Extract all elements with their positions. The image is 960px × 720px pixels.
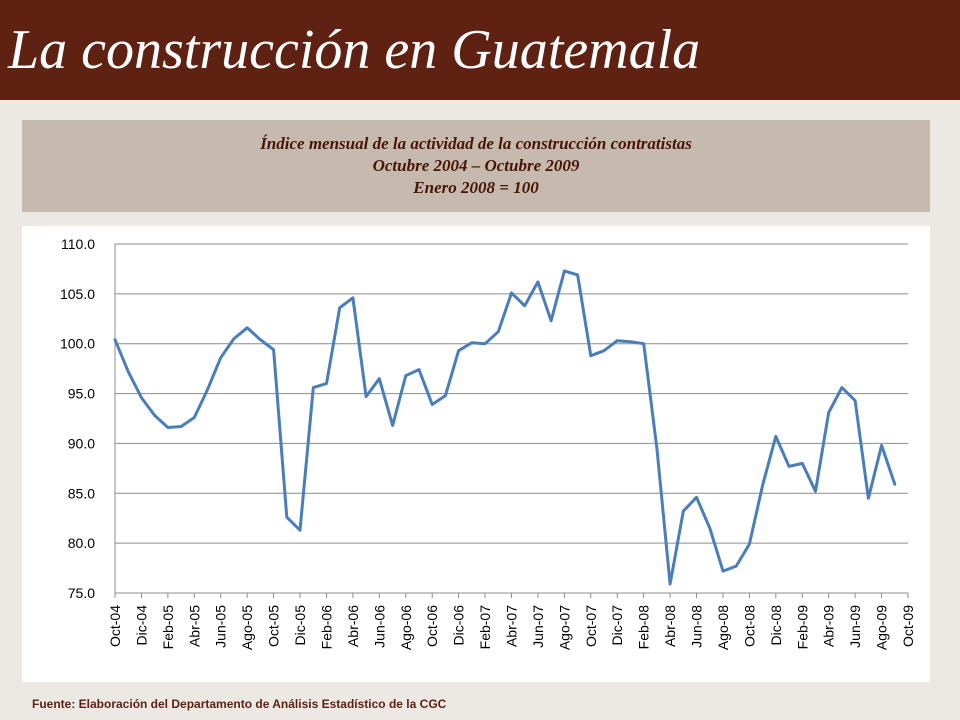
source-note: Fuente: Elaboración del Departamento de … xyxy=(32,697,447,711)
x-tick-label: Abr-09 xyxy=(821,605,837,647)
series-layer xyxy=(113,269,897,586)
x-axis-labels: Oct-04 Dic-04 Feb-05 Abr-05 Jun-05 Ago-05 Oct-… xyxy=(107,605,916,650)
chart-base: Enero 2008 = 100 xyxy=(413,178,539,197)
x-tick-label: Ago-09 xyxy=(874,605,890,650)
x-tick-label: Ago-06 xyxy=(398,605,414,650)
x-tick-label: Abr-08 xyxy=(662,605,678,647)
x-tick-label: Ago-08 xyxy=(715,605,731,650)
y-tick-label: 75.0 xyxy=(68,585,95,601)
x-tick-label: Feb-07 xyxy=(477,605,493,650)
y-tick-label: 85.0 xyxy=(68,485,95,501)
line-chart: 75.0 80.0 85.0 90.0 95.0 100.0 105.0 110.0 Oct-… xyxy=(60,236,916,650)
slide-title: La construcción en Guatemala xyxy=(8,19,701,81)
x-tick-label: Ago-05 xyxy=(239,605,255,650)
x-tick-label: Oct-04 xyxy=(107,605,123,647)
x-tick-label: Feb-08 xyxy=(636,605,652,650)
x-tick-label: Jun-09 xyxy=(847,605,863,648)
x-tick-label: Oct-09 xyxy=(900,605,916,647)
y-tick-label: 100.0 xyxy=(60,336,95,352)
x-tick-label: Jun-08 xyxy=(689,605,705,648)
x-tick-label: Oct-06 xyxy=(424,605,440,647)
x-tick-label: Jun-05 xyxy=(213,605,229,648)
x-tick-label: Feb-09 xyxy=(794,605,810,650)
y-tick-label: 110.0 xyxy=(61,236,95,252)
y-tick-label: 80.0 xyxy=(68,535,95,551)
y-tick-label: 105.0 xyxy=(60,286,95,302)
x-tick-label: Dic-08 xyxy=(768,605,784,646)
x-tick-label: Abr-06 xyxy=(345,605,361,647)
y-axis-labels: 75.0 80.0 85.0 90.0 95.0 100.0 105.0 110.0 xyxy=(60,236,95,601)
x-tick-label: Jun-06 xyxy=(371,605,387,648)
x-tick-label: Oct-07 xyxy=(583,605,599,647)
chart-title: Índice mensual de la actividad de la con… xyxy=(260,134,692,153)
x-tick-label: Feb-05 xyxy=(160,605,176,650)
x-tick-label: Ago-07 xyxy=(556,605,572,650)
x-tick-label: Oct-08 xyxy=(741,605,757,647)
x-tick-label: Dic-06 xyxy=(451,605,467,646)
x-tick-label: Abr-05 xyxy=(186,605,202,647)
chart-period: Octubre 2004 – Octubre 2009 xyxy=(372,156,580,175)
x-tick-label: Dic-05 xyxy=(292,605,308,646)
x-tick-label: Oct-05 xyxy=(266,605,282,647)
x-tick-label: Jun-07 xyxy=(530,605,546,648)
gridlines xyxy=(114,243,909,598)
x-tick-label: Abr-07 xyxy=(504,605,520,647)
x-tick-label: Feb-06 xyxy=(318,605,334,650)
chart-panel: 75.0 80.0 85.0 90.0 95.0 100.0 105.0 110.0 Oct-… xyxy=(22,226,930,682)
title-bar: La construcción en Guatemala xyxy=(0,0,960,100)
chart-caption-box: Índice mensual de la actividad de la con… xyxy=(22,120,930,212)
x-tick-label: Dic-07 xyxy=(609,605,625,646)
y-tick-label: 95.0 xyxy=(68,386,95,402)
x-tick-label: Dic-04 xyxy=(133,605,149,646)
series-line-0 xyxy=(113,269,897,586)
y-tick-label: 90.0 xyxy=(68,435,95,451)
